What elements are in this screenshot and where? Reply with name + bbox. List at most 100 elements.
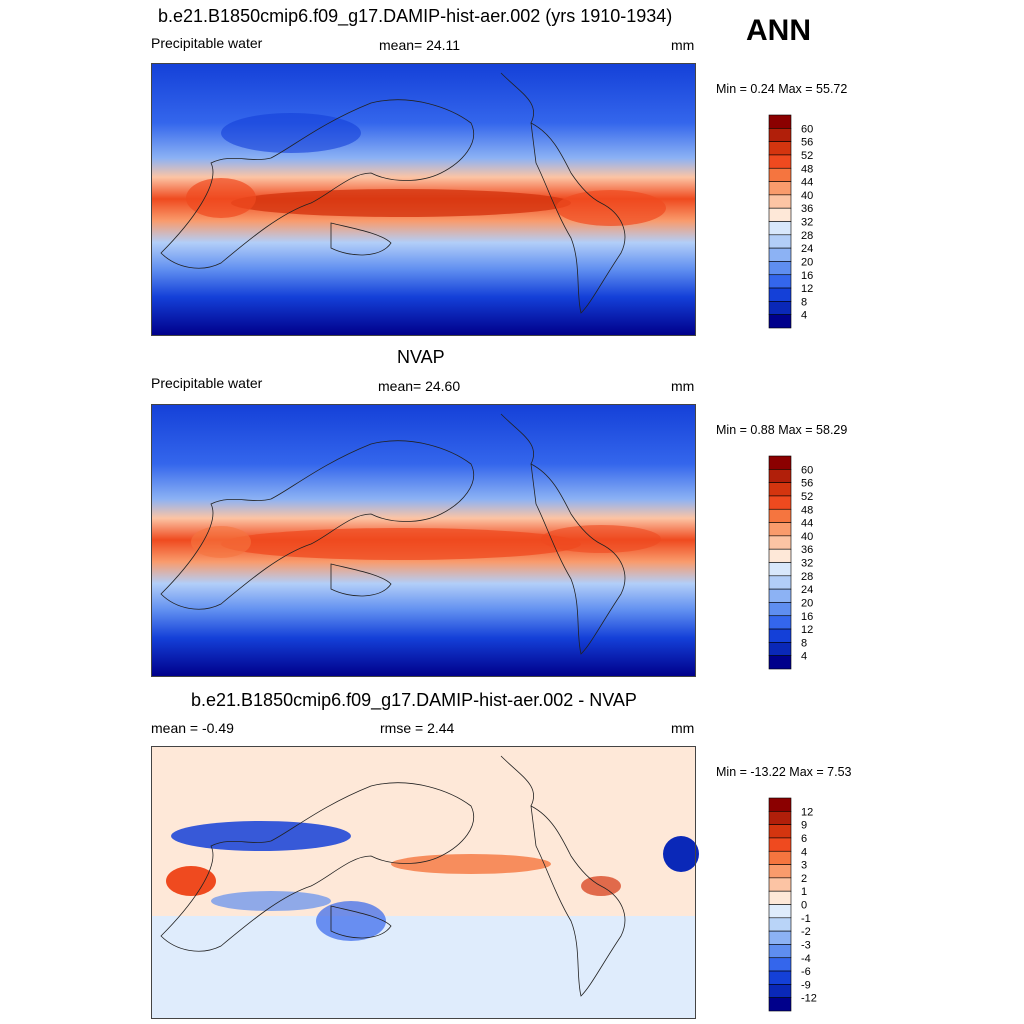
- colorbar-tick-label: -4: [801, 953, 811, 965]
- panel-3-frame: [151, 746, 696, 1019]
- colorbar-swatch: [768, 167, 792, 182]
- colorbar-swatch: [768, 930, 792, 945]
- colorbar-swatch: [768, 495, 792, 510]
- colorbar-swatch: [768, 455, 792, 470]
- colorbar-tick-label: -12: [801, 993, 817, 1005]
- colorbar-tick-label: -6: [801, 966, 811, 978]
- panel-3-map: [151, 746, 699, 1018]
- colorbar-swatch: [768, 508, 792, 523]
- colorbar-tick-label: 24: [801, 243, 813, 255]
- colorbar-tick-label: 56: [801, 478, 813, 490]
- colorbar-tick-label: 52: [801, 150, 813, 162]
- panel-1-center-label: mean= 24.11: [379, 37, 461, 53]
- panel-1-map: [151, 63, 695, 335]
- colorbar-tick-label: 60: [801, 464, 813, 476]
- colorbar-tick-label: 40: [801, 190, 813, 202]
- colorbar-tick-label: 12: [801, 283, 813, 295]
- panel-1-title: b.e21.B1850cmip6.f09_g17.DAMIP-hist-aer.…: [158, 6, 673, 26]
- colorbar-tick-label: 9: [801, 820, 807, 832]
- colorbar-swatch: [768, 154, 792, 169]
- panel-2-center-label: mean= 24.60: [378, 378, 461, 394]
- panel-1-units: mm: [671, 37, 695, 53]
- colorbar-swatch: [768, 655, 792, 670]
- colorbar-tick-label: 60: [801, 123, 813, 135]
- colorbar-swatch: [768, 970, 792, 985]
- colorbar-tick-label: 32: [801, 217, 813, 229]
- colorbar-swatch: [768, 548, 792, 563]
- panel-2-frame: [151, 404, 696, 677]
- colorbar-swatch: [768, 615, 792, 630]
- colorbar-tick-label: 40: [801, 531, 813, 543]
- colorbar-swatch: [768, 221, 792, 236]
- panel-1-frame: [151, 63, 696, 336]
- colorbar-tick-label: 4: [801, 310, 807, 322]
- colorbar-swatch: [768, 314, 792, 329]
- colorbar-tick-label: 20: [801, 256, 813, 268]
- colorbar-swatch: [768, 864, 792, 879]
- season-label: ANN: [746, 14, 811, 47]
- colorbar-swatch: [768, 602, 792, 617]
- panel-3-title: b.e21.B1850cmip6.f09_g17.DAMIP-hist-aer.…: [191, 690, 637, 710]
- colorbar-swatch: [768, 234, 792, 249]
- colorbar-swatch: [768, 837, 792, 852]
- colorbar-tick-label: -3: [801, 939, 811, 951]
- colorbar-swatch: [768, 207, 792, 222]
- colorbar-tick-label: -1: [801, 913, 811, 925]
- colorbar-swatch: [768, 274, 792, 289]
- colorbar-swatch: [768, 997, 792, 1012]
- colorbar-tick-label: 6: [801, 833, 807, 845]
- panel-2-minmax: Min = 0.88 Max = 58.29: [716, 423, 848, 437]
- colorbar-swatch: [768, 128, 792, 142]
- colorbar-tick-label: 44: [801, 177, 813, 189]
- panel-2-title: NVAP: [397, 347, 445, 367]
- colorbar-tick-label: 44: [801, 518, 813, 530]
- colorbar-swatch: [768, 877, 792, 892]
- colorbar-tick-label: 56: [801, 137, 813, 149]
- colorbar-swatch: [768, 890, 792, 905]
- panel-2-map: [151, 404, 695, 676]
- panel-2-units: mm: [671, 378, 695, 394]
- colorbar-swatch: [768, 588, 792, 603]
- panel-3-colorbar: 12 964 321 0-1-2-3 -4-6-9 -12: [768, 797, 817, 1012]
- colorbar-tick-label: 32: [801, 558, 813, 570]
- panel-3-units: mm: [671, 720, 695, 736]
- colorbar-tick-label: 24: [801, 584, 813, 596]
- colorbar-tick-label: 12: [801, 624, 813, 636]
- colorbar-tick-label: 4: [801, 651, 807, 663]
- colorbar-tick-label: 36: [801, 203, 813, 215]
- colorbar-tick-label: 28: [801, 571, 813, 583]
- panel-3-left-label: mean = -0.49: [151, 720, 234, 736]
- colorbar-swatch: [768, 797, 792, 812]
- colorbar-swatch: [768, 811, 792, 825]
- colorbar-swatch: [768, 984, 792, 998]
- colorbar-tick-label: 36: [801, 544, 813, 556]
- colorbar-tick-label: 8: [801, 637, 807, 649]
- colorbar-tick-label: 20: [801, 597, 813, 609]
- colorbar-tick-label: 2: [801, 873, 807, 885]
- colorbar-swatch: [768, 261, 792, 276]
- colorbar-tick-label: 16: [801, 270, 813, 282]
- colorbar-tick-label: 48: [801, 504, 813, 516]
- colorbar-swatch: [768, 917, 792, 932]
- colorbar-swatch: [768, 944, 792, 959]
- colorbar-tick-label: 3: [801, 860, 807, 872]
- colorbar-swatch: [768, 287, 792, 302]
- colorbar-tick-label: 48: [801, 163, 813, 175]
- colorbar-swatch: [768, 482, 792, 497]
- colorbar-tick-label: 8: [801, 296, 807, 308]
- colorbar-tick-label: 28: [801, 230, 813, 242]
- colorbar-swatch: [768, 850, 792, 865]
- colorbar-tick-label: 1: [801, 886, 807, 898]
- colorbar-swatch: [768, 904, 792, 919]
- colorbar-swatch: [768, 301, 792, 315]
- panel-2-left-label: Precipitable water: [151, 375, 263, 391]
- colorbar-swatch: [768, 642, 792, 656]
- colorbar-swatch: [768, 957, 792, 972]
- colorbar-swatch: [768, 522, 792, 537]
- colorbar-swatch: [768, 575, 792, 590]
- colorbar-swatch: [768, 247, 792, 262]
- panel-3-minmax: Min = -13.22 Max = 7.53: [716, 765, 852, 779]
- colorbar-swatch: [768, 469, 792, 483]
- panel-3-center-label: rmse = 2.44: [380, 720, 455, 736]
